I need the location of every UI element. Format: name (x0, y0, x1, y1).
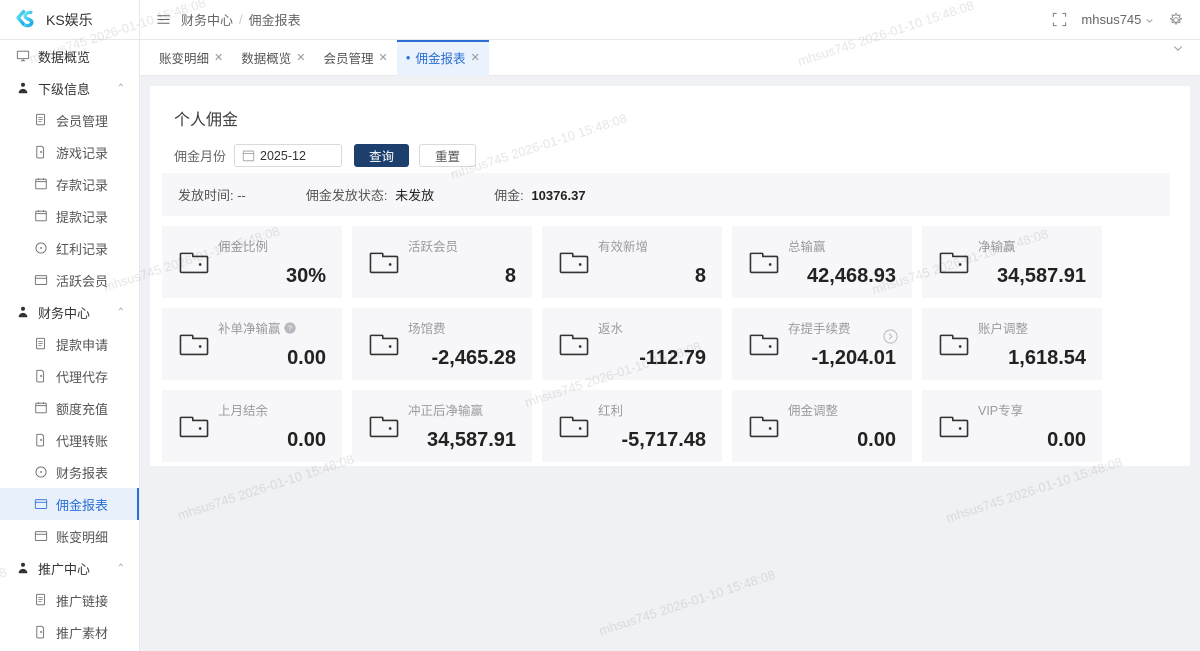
svg-text:?: ? (288, 324, 292, 332)
